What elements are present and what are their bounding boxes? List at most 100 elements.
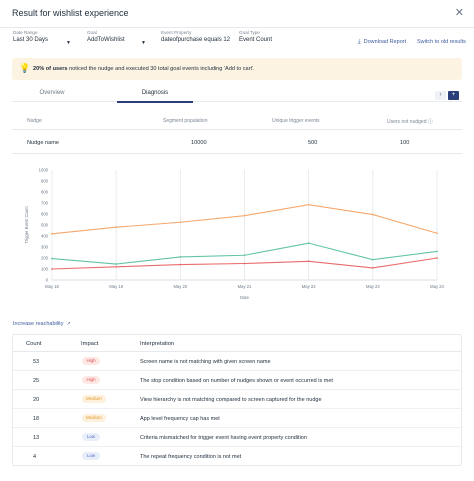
y-tick-label: 900 (41, 179, 49, 184)
y-tick-label: 700 (41, 201, 49, 206)
series-point-0 (115, 226, 118, 229)
x-tick-label: May 20 (173, 284, 187, 289)
series-point-0 (51, 232, 53, 235)
impact-badge: High (82, 376, 100, 384)
insight-alert: 💡 20% of users noticed the nudge and exe… (12, 58, 462, 80)
series-point-1 (243, 254, 246, 257)
series-point-1 (115, 263, 118, 265)
download-report-button[interactable]: ⤓ Download Report (358, 39, 406, 46)
header-users-not-nudged: Users not nudged ⓘ (387, 118, 433, 125)
date-range-select[interactable]: Date Range Last 30 Days ▼ (13, 30, 71, 46)
interpretation-cell: Screen name is not matching with given s… (140, 359, 271, 365)
download-icon: ⤓ (358, 39, 361, 45)
goal-select[interactable]: Goal AddToWishlist ▼ (87, 30, 146, 46)
event-property-value: dateofpurchase equals 12 (161, 37, 231, 43)
y-tick-label: 400 (41, 234, 49, 239)
tab-overview[interactable]: Overview (39, 90, 65, 96)
count-cell: 18 (33, 416, 40, 422)
y-tick-label: 600 (41, 212, 49, 217)
series-point-2 (371, 267, 374, 269)
trigger-event-chart: 0 100 200 300 400 500 600 700 800 900 1000 May 18 Ma… (12, 158, 462, 308)
chevron-down-icon: ▼ (66, 40, 71, 46)
series-point-2 (307, 260, 310, 263)
filter-bar: Date Range Last 30 Days ▼ Goal AddToWish… (0, 30, 474, 52)
add-icon[interactable]: + (448, 91, 459, 100)
table-row: Nudge name 10000 500 100 (12, 132, 462, 154)
table-row: 20 Medium View hierarchy is not matching c… (13, 390, 461, 409)
x-tick-label: May 23 (366, 284, 380, 289)
event-property-label: Event Property (161, 30, 192, 35)
insight-highlight: 20% of users (33, 66, 68, 72)
impact-badge: Medium (82, 414, 106, 422)
segment-population-value: 10000 (191, 140, 207, 146)
goal-type-filter[interactable]: Goal Type Event Count (239, 30, 272, 43)
y-tick-label: 100 (41, 267, 49, 272)
goal-type-label: Goal Type (239, 30, 260, 35)
table-row: 4 Low The repeat frequency condition is no… (13, 447, 461, 466)
series-point-2 (243, 262, 246, 265)
date-range-value: Last 30 Days (13, 37, 49, 43)
users-not-nudged-label: Users not nudged (387, 119, 427, 125)
impact-badge: High (82, 357, 100, 365)
info-icon: ⓘ (427, 119, 433, 125)
nudge-name: Nudge name (27, 140, 60, 146)
impact-badge: Medium (82, 395, 106, 403)
insight-body: noticed the nudge and executed 30 total … (67, 66, 255, 72)
series-point-0 (307, 203, 310, 206)
series-point-0 (179, 221, 182, 224)
series-point-2 (51, 268, 53, 270)
series-point-1 (51, 257, 53, 260)
tab-diagnosis[interactable]: Diagnosis (141, 90, 169, 96)
y-tick-label: 1000 (39, 168, 49, 173)
goal-label: Goal (87, 30, 97, 35)
y-axis-title: Trigger Event Count (24, 206, 29, 244)
series-point-2 (115, 265, 118, 268)
series-point-0 (243, 214, 246, 217)
users-not-nudged-value: 100 (400, 140, 410, 146)
x-axis-title: Date (240, 295, 250, 300)
series-point-2 (436, 257, 438, 259)
series-point-0 (371, 213, 374, 216)
event-property-filter[interactable]: Event Property dateofpurchase equals 12 (161, 30, 230, 43)
impact-table: Count Impact Interpretation 53 High Screen… (12, 334, 462, 466)
y-tick-label: 800 (41, 190, 49, 195)
count-cell: 13 (33, 435, 40, 441)
table-row: 18 Medium App level frequency cap has met (13, 409, 461, 428)
modal-header: Result for wishlist experience ✕ (0, 0, 474, 28)
header-segment-population: Segment population (163, 118, 208, 124)
header-impact: Impact (81, 341, 99, 347)
chevron-down-icon: ▼ (141, 40, 146, 46)
increase-reachability-link[interactable]: Increase reachability ↗ (13, 321, 71, 327)
count-cell: 4 (33, 454, 37, 460)
unique-trigger-events-value: 500 (308, 140, 318, 146)
interpretation-cell: Criteria mismatched for trigger event ha… (140, 435, 307, 441)
table-row: 25 High The stop condition based on number… (13, 371, 461, 390)
y-tick-label: 300 (41, 245, 49, 250)
active-tab-indicator (117, 101, 193, 103)
header-unique-trigger-events: Unique trigger events (272, 118, 320, 124)
y-tick-label: 200 (41, 256, 49, 261)
x-tick-label: May 19 (109, 284, 123, 289)
impact-badge: Low (82, 433, 100, 441)
x-tick-label: May 18 (45, 284, 59, 289)
series-point-1 (179, 256, 182, 258)
x-tick-label: May 22 (302, 284, 316, 289)
close-icon[interactable]: ✕ (454, 7, 464, 19)
interpretation-cell: The repeat frequency condition is not me… (140, 454, 242, 460)
interpretation-cell: App level frequency cap has met (140, 416, 220, 422)
tab-bar: Overview Diagnosis (12, 86, 462, 103)
count-cell: 53 (33, 359, 40, 365)
switch-old-results-link[interactable]: Switch to old results (417, 39, 466, 45)
table-row: 13 Low Criteria mismatched for trigger eve… (13, 428, 461, 447)
collapse-icon[interactable]: ‹ (435, 91, 446, 100)
nudge-table-header: Nudge Segment population Unique trigger … (12, 112, 462, 130)
insight-text: 20% of users noticed the nudge and execu… (33, 66, 255, 72)
y-tick-label: 500 (41, 223, 49, 228)
series-point-2 (179, 263, 182, 266)
download-report-label: Download Report (363, 39, 407, 45)
impact-badge: Low (82, 452, 100, 460)
series-point-1 (307, 242, 310, 245)
increase-reachability-label: Increase reachability (13, 321, 64, 327)
external-link-icon: ↗ (66, 321, 71, 327)
